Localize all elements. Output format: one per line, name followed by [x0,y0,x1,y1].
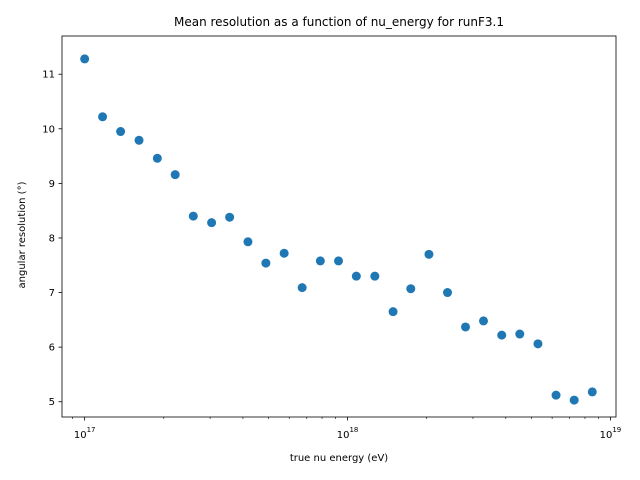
data-point [261,258,271,268]
axes-frame [61,35,617,418]
x-tick-label: 1018 [337,426,359,441]
x-tick-label: 1017 [74,426,96,441]
data-point [334,256,344,266]
data-point [424,249,434,259]
data-point [497,330,507,340]
data-point [533,339,543,349]
data-point [351,271,361,281]
data-point [188,211,198,221]
y-tick-label: 5 [49,397,55,408]
data-point [243,237,253,247]
x-axis-ticks: 1017 1018 1019 [72,417,622,441]
x-axis-label: true nu energy (eV) [290,453,388,464]
x-tick-label: 1019 [600,426,622,441]
plot-area [61,35,617,418]
data-point [479,316,489,326]
y-tick-label: 11 [42,70,55,81]
y-tick-label: 10 [42,124,55,135]
data-point [170,170,180,180]
data-point [98,112,108,122]
data-point [315,256,325,266]
data-point [80,54,90,64]
data-point [551,390,561,400]
data-point [443,288,452,298]
y-tick-label: 7 [49,288,55,299]
data-point [515,329,525,339]
data-point [116,127,126,137]
y-tick-label: 8 [49,233,55,244]
data-point [406,284,416,294]
y-tick-label: 9 [49,179,55,190]
data-point [225,212,235,222]
data-point [461,322,470,332]
chart-title: Mean resolution as a function of nu_ener… [174,15,504,29]
data-point [569,395,579,405]
y-axis-label: angular resolution (°) [17,181,28,288]
data-point [134,135,144,145]
y-tick-label: 6 [49,343,55,354]
data-point [370,271,380,281]
data-point [279,248,289,258]
data-point [152,153,162,163]
data-point [388,307,398,317]
data-point [207,218,217,228]
data-point [297,283,307,293]
y-axis-ticks: 5 6 7 8 9 10 11 [42,70,62,408]
data-point [587,387,597,397]
